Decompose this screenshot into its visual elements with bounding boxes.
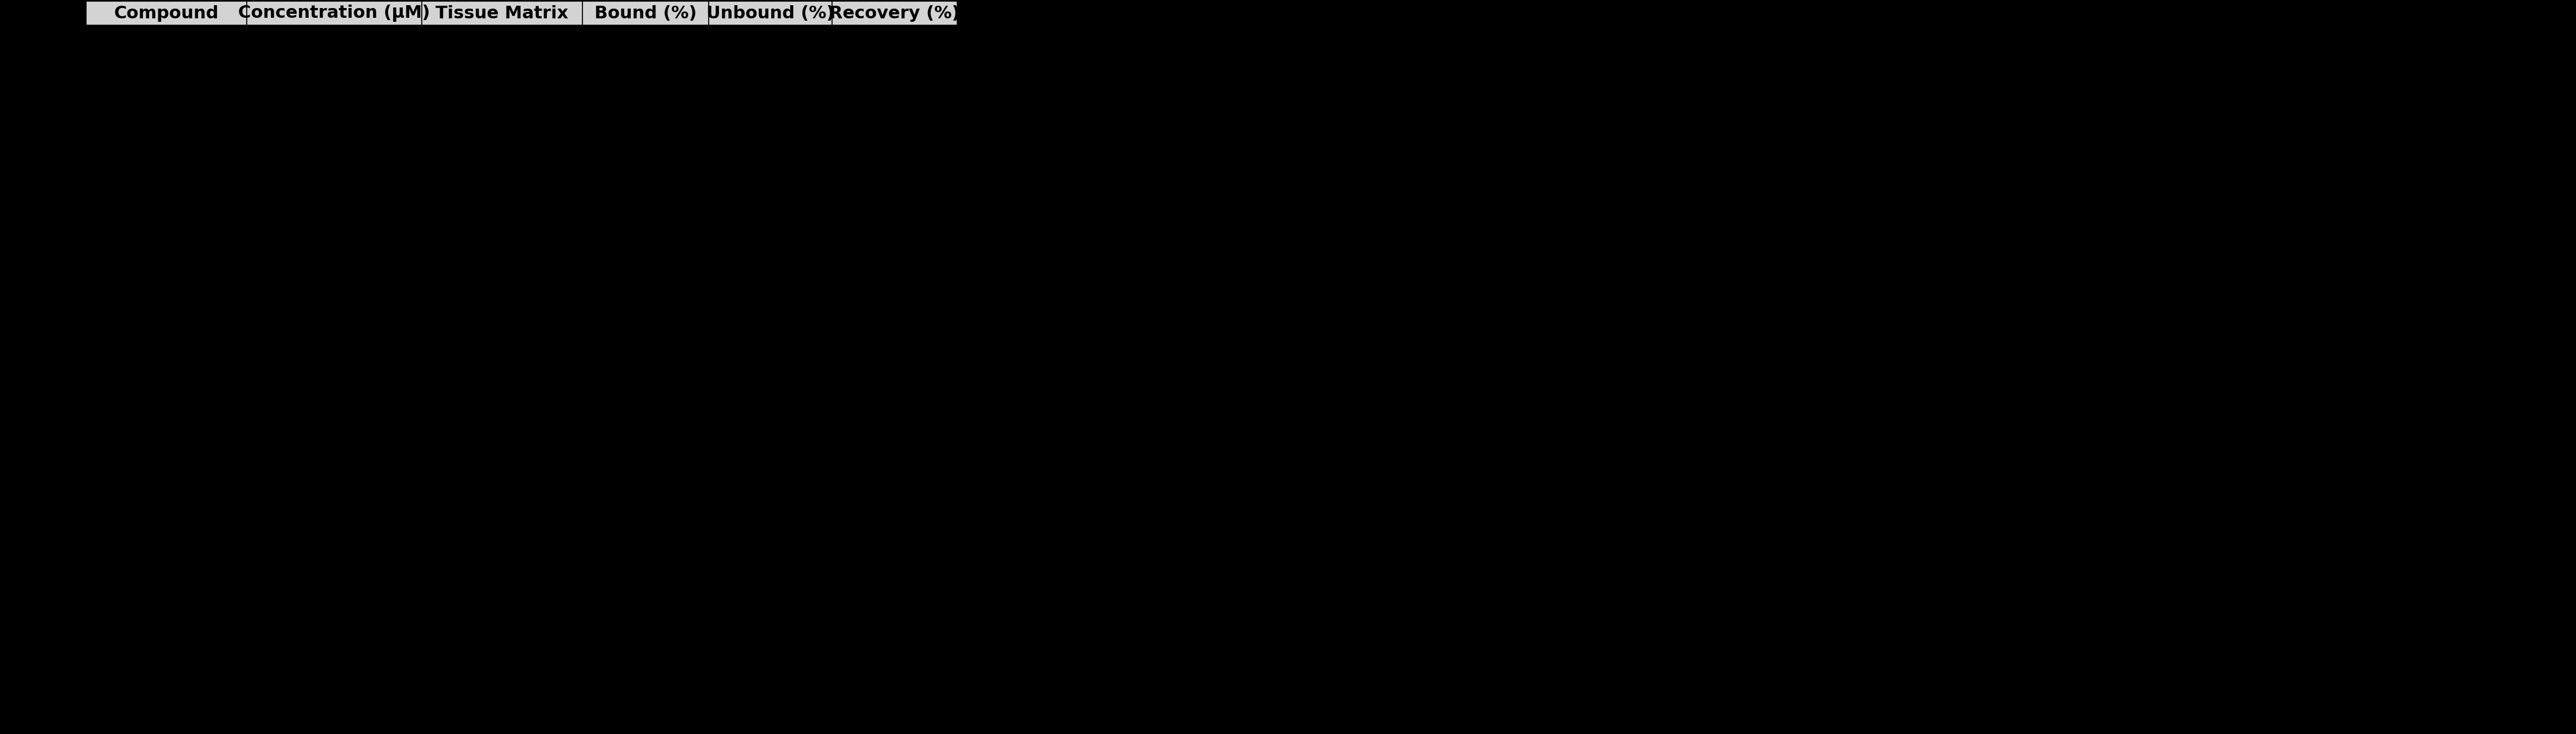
Bar [85,98,247,122]
Text: Compound: Compound [113,5,219,21]
Bar [832,49,958,73]
Bar [85,122,247,146]
Bar [708,49,832,73]
Bar [247,73,422,98]
Bar [708,1,832,25]
Bar [832,98,958,122]
Bar [247,122,422,146]
Text: Recovery (%): Recovery (%) [829,5,961,21]
Bar [422,49,582,73]
Bar [422,25,582,49]
Bar [708,73,832,98]
Bar [708,98,832,122]
Text: Concentration (μM): Concentration (μM) [240,4,430,22]
Bar [247,1,422,25]
Bar [422,122,582,146]
Bar [582,73,708,98]
Bar [422,98,582,122]
Bar [85,73,247,98]
Bar [582,98,708,122]
Bar [582,122,708,146]
Bar [85,1,247,25]
Bar [708,25,832,49]
Text: Tissue Matrix: Tissue Matrix [435,5,569,21]
Bar [582,25,708,49]
Text: Bound (%): Bound (%) [595,5,696,21]
Bar [582,49,708,73]
Text: Unbound (%): Unbound (%) [706,5,835,21]
Bar [832,122,958,146]
Bar [247,25,422,49]
Bar [422,1,582,25]
Bar [832,25,958,49]
Bar [708,122,832,146]
Bar [247,49,422,73]
Bar [85,49,247,73]
Bar [582,1,708,25]
Bar [247,98,422,122]
Bar [832,73,958,98]
Bar [85,25,247,49]
Bar [422,73,582,98]
Bar [832,1,958,25]
